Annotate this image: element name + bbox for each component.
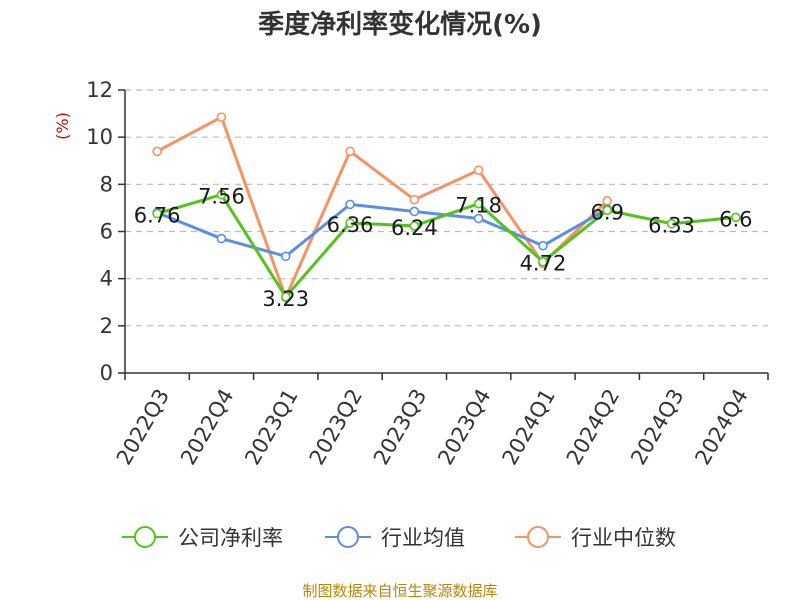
x-tick-label: 2024Q1 (498, 385, 560, 469)
data-point (345, 218, 355, 228)
y-tick-label: 8 (100, 172, 113, 196)
data-point (216, 189, 227, 200)
data-point (538, 240, 548, 251)
data-label: 6.9 (591, 200, 624, 224)
data-point (602, 205, 613, 216)
data-point (152, 146, 162, 157)
data-label: 3.23 (262, 287, 309, 311)
legend-label: 行业中位数 (571, 526, 676, 550)
data-point (216, 112, 227, 122)
data-point (538, 256, 548, 267)
data-point (216, 233, 227, 244)
data-label: 6.36 (327, 213, 374, 237)
legend-marker (134, 526, 156, 548)
chart-title: 季度净利率变化情况(%) (258, 9, 542, 40)
legend-marker (527, 526, 549, 548)
x-tick-label: 2022Q3 (112, 385, 174, 469)
data-label: 6.6 (719, 207, 752, 231)
y-tick-label: 4 (100, 267, 113, 291)
data-point (280, 292, 291, 302)
data-label: 6.24 (391, 216, 438, 240)
data-label: 6.76 (134, 204, 181, 228)
data-point (473, 198, 484, 209)
y-tick-label: 2 (100, 314, 113, 338)
x-tick-label: 2024Q3 (626, 385, 688, 469)
x-tick-label: 2022Q4 (176, 385, 238, 469)
data-point (409, 194, 420, 205)
data-point (345, 146, 355, 157)
legend-label: 公司净利率 (178, 526, 283, 550)
data-label: 4.72 (520, 252, 567, 276)
x-tick-label: 2023Q3 (369, 385, 431, 469)
data-label: 6.33 (648, 214, 695, 238)
series-line (156, 193, 736, 299)
data-point (473, 213, 484, 224)
y-axis-label: (%) (53, 112, 72, 140)
y-tick-label: 6 (100, 220, 113, 244)
data-labels: 6.76 7.56 3.23 6.36 6.24 7.18 4.72 6.9 6.33 6.6 (134, 185, 753, 311)
y-tick-label: 0 (100, 361, 113, 385)
data-point (280, 251, 291, 262)
series-lines (152, 112, 741, 303)
series-line (156, 202, 608, 258)
x-tick-label: 2024Q4 (690, 385, 752, 469)
x-tick-label: 2023Q1 (240, 385, 302, 469)
x-tick-label: 2023Q2 (305, 385, 367, 469)
y-tick-label: 12 (86, 78, 113, 102)
data-point (345, 199, 355, 210)
x-tick-label: 2023Q4 (433, 385, 495, 469)
y-tick-label: 10 (86, 125, 113, 149)
x-tick-label: 2024Q2 (562, 385, 624, 469)
data-point (731, 212, 741, 223)
data-label: 7.18 (455, 194, 502, 218)
legend-marker (337, 526, 359, 548)
legend-label: 行业均值 (381, 526, 465, 550)
legend: 公司净利率 行业均值 行业中位数 (122, 526, 676, 550)
series-line (156, 115, 609, 300)
data-point (666, 218, 677, 229)
source-note: 制图数据来自恒生聚源数据库 (302, 582, 497, 600)
data-point (473, 165, 484, 175)
data-point (409, 206, 420, 217)
data-point (409, 221, 420, 231)
data-label: 7.56 (198, 185, 245, 209)
data-point (152, 208, 162, 219)
